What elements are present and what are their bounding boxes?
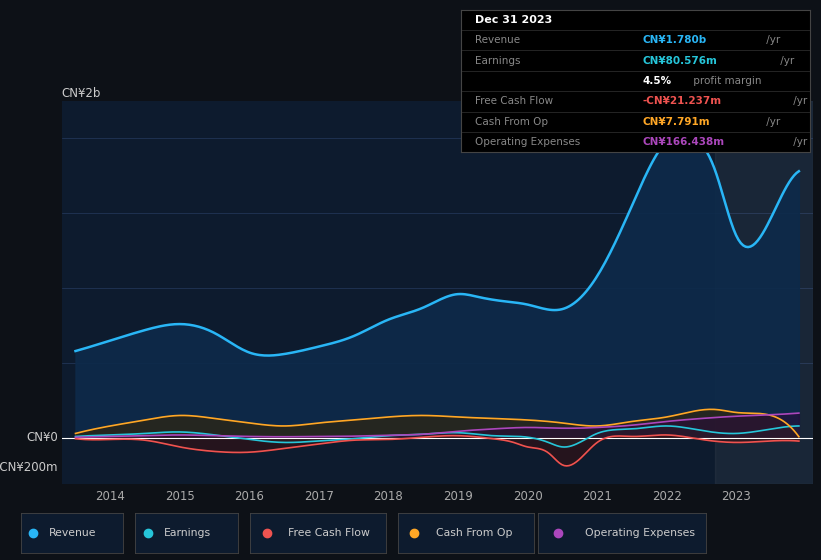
Text: Operating Expenses: Operating Expenses [585,528,695,538]
Text: /yr: /yr [764,116,781,127]
Text: CN¥0: CN¥0 [26,431,57,445]
Text: Dec 31 2023: Dec 31 2023 [475,15,553,25]
Text: Free Cash Flow: Free Cash Flow [475,96,553,106]
Text: Free Cash Flow: Free Cash Flow [288,528,370,538]
Text: Operating Expenses: Operating Expenses [475,137,580,147]
Bar [715,101,813,484]
Text: CN¥1.780b: CN¥1.780b [643,35,707,45]
Text: CN¥2b: CN¥2b [62,87,101,100]
Text: Earnings: Earnings [164,528,211,538]
Text: Cash From Op: Cash From Op [436,528,512,538]
Text: Revenue: Revenue [475,35,521,45]
Text: /yr: /yr [791,96,808,106]
Text: -CN¥21.237m: -CN¥21.237m [643,96,722,106]
Text: /yr: /yr [791,137,808,147]
Text: CN¥7.791m: CN¥7.791m [643,116,710,127]
Text: Earnings: Earnings [475,55,521,66]
Text: -CN¥200m: -CN¥200m [0,461,57,474]
Text: Cash From Op: Cash From Op [475,116,548,127]
Text: CN¥166.438m: CN¥166.438m [643,137,725,147]
Text: CN¥80.576m: CN¥80.576m [643,55,718,66]
Text: 4.5%: 4.5% [643,76,672,86]
Text: /yr: /yr [777,55,794,66]
Text: profit margin: profit margin [690,76,761,86]
Text: Revenue: Revenue [49,528,97,538]
Text: /yr: /yr [764,35,781,45]
